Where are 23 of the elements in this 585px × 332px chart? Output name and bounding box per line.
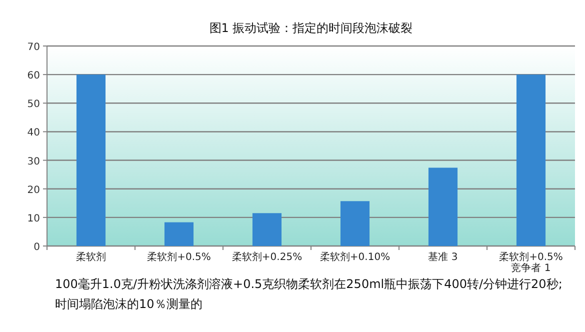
y-tick-label: 20 <box>27 184 40 196</box>
x-tick-label: 柔软剂+0.25% <box>232 251 302 263</box>
bar <box>340 201 370 246</box>
y-tick-label: 30 <box>27 156 40 168</box>
y-tick-label: 50 <box>27 99 40 110</box>
x-tick-label: 柔软剂+0.5% 竞争者 1 <box>499 251 563 274</box>
y-tick-label: 10 <box>27 213 40 224</box>
bar <box>76 74 106 246</box>
y-tick-label: 40 <box>27 128 40 139</box>
y-tick-label: 60 <box>27 70 40 82</box>
bar <box>428 168 458 246</box>
chart-title: 图1 振动试验：指定的时间段泡沫破裂 <box>209 21 413 35</box>
y-tick-label: 70 <box>27 42 40 53</box>
x-tick-label: 柔软剂+0.5% <box>147 251 211 263</box>
x-tick-label: 柔软剂+0.10% <box>320 251 390 263</box>
bar <box>516 74 546 246</box>
bar <box>252 213 282 246</box>
y-tick-label: 0 <box>34 242 40 253</box>
text: 100毫升1.0克/升粉状洗涤剂溶液+0.5克织物柔软剂在250ml瓶中振荡下400转/分钟进行20秒; <box>55 277 562 291</box>
x-tick-label: 柔软剂 <box>76 251 106 263</box>
text: 时间塌陷泡沫的10％测量的 <box>55 297 202 311</box>
bar <box>164 222 194 246</box>
x-tick-label: 基准 3 <box>428 251 458 263</box>
